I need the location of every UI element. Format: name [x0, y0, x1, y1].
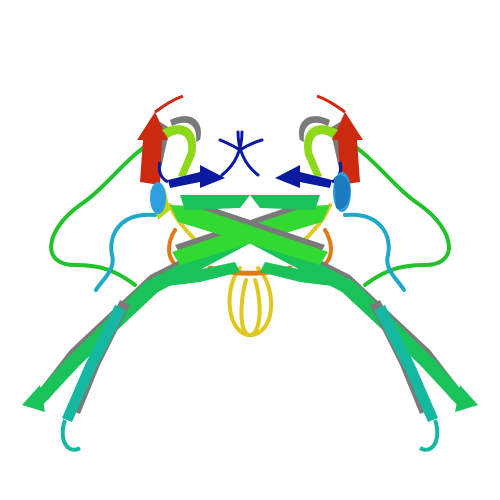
- blue-n-terminal-region: [150, 130, 351, 214]
- left-skyblue-helix: [150, 182, 166, 214]
- left-long-strand-arrowhead: [22, 385, 45, 412]
- center-top-strand-left: [180, 195, 250, 210]
- center-strand-4: [260, 262, 350, 288]
- center-strand-2: [170, 205, 328, 265]
- right-red-tip-coil: [316, 94, 346, 114]
- right-blue-arrow: [275, 165, 332, 188]
- right-lime-strand-edge: [299, 116, 330, 142]
- left-lower-strand-face: [62, 305, 126, 422]
- center-strand-3: [150, 262, 240, 288]
- left-outer-green-loop: [49, 133, 167, 287]
- outer-green-loops: [49, 133, 451, 292]
- left-lime-strand: [162, 125, 196, 178]
- right-long-strand-arrowhead: [455, 385, 478, 412]
- center-blue-coil: [218, 130, 264, 177]
- right-tail-loop: [418, 419, 440, 452]
- right-lower-strand-face: [374, 305, 438, 422]
- left-red-tip-coil: [154, 94, 184, 114]
- right-skyblue-helix-shade: [334, 175, 350, 210]
- yellow-loop-right: [239, 266, 274, 337]
- right-outer-green-loop: [333, 133, 451, 287]
- right-lime-strand: [304, 125, 338, 178]
- right-cyan-loop: [343, 212, 406, 292]
- central-beta-sheet: [150, 195, 350, 288]
- center-top-strand-right: [250, 195, 320, 210]
- left-blue-coil: [157, 161, 169, 184]
- left-lime-strand-edge: [170, 116, 201, 142]
- left-tail-loop: [60, 419, 82, 452]
- left-blue-arrow: [168, 165, 225, 188]
- left-cyan-loop: [94, 212, 157, 292]
